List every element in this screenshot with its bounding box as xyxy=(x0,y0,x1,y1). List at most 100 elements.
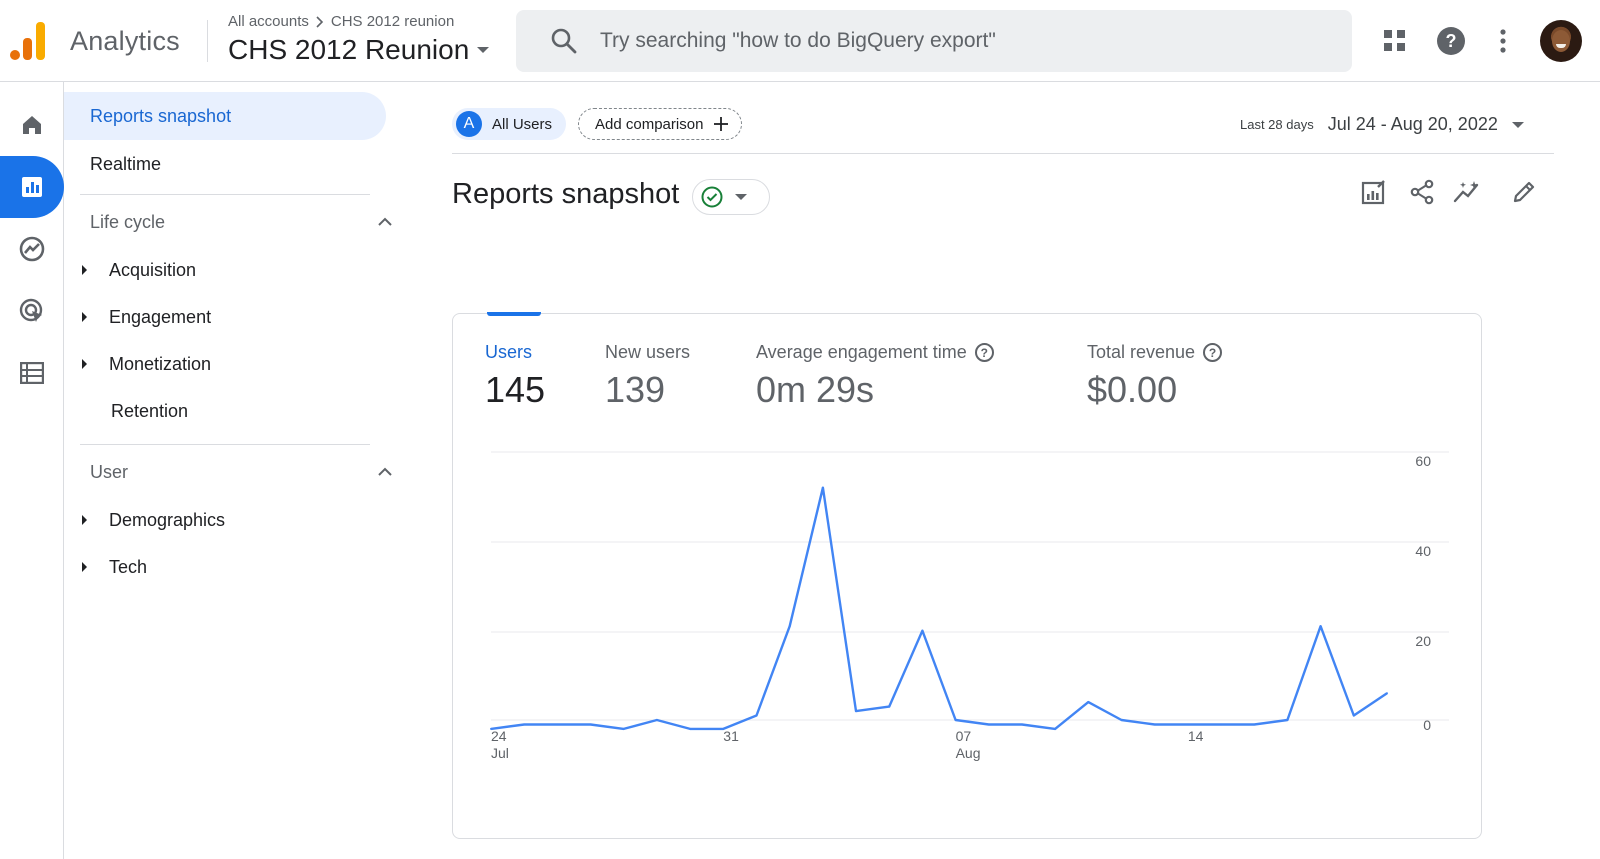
data-point xyxy=(788,625,791,628)
data-point xyxy=(589,723,592,726)
nav-item-retention[interactable]: Retention xyxy=(111,400,189,421)
report-status-dropdown[interactable] xyxy=(692,179,770,215)
add-comparison-label: Add comparison xyxy=(595,115,704,133)
home-icon[interactable] xyxy=(0,94,64,156)
section-title: User xyxy=(90,461,129,482)
data-point xyxy=(655,719,658,721)
data-point xyxy=(954,719,957,721)
metric-avg-engagement-time[interactable]: Average engagement time? 0m 29s xyxy=(756,342,994,411)
y-tick-label: 20 xyxy=(1415,633,1431,649)
data-point xyxy=(622,727,625,730)
help-circle-icon[interactable]: ? xyxy=(974,343,994,362)
nav-item-label: Acquisition xyxy=(109,259,197,280)
caret-down-icon xyxy=(1511,121,1524,128)
add-comparison-button[interactable]: Add comparison xyxy=(578,108,743,140)
data-point xyxy=(523,723,526,726)
edit-pencil-icon[interactable] xyxy=(1508,176,1540,208)
property-name: CHS 2012 Reunion xyxy=(228,34,470,65)
customize-report-icon[interactable] xyxy=(1358,176,1390,208)
explore-icon[interactable] xyxy=(0,218,64,280)
app-name: Analytics xyxy=(70,26,180,56)
breadcrumb-property[interactable]: CHS 2012 reunion xyxy=(330,13,455,30)
divider xyxy=(80,444,370,445)
nav-realtime[interactable]: Realtime xyxy=(90,153,162,174)
data-point xyxy=(1054,727,1057,730)
active-tab-indicator xyxy=(487,312,541,316)
search-bar[interactable] xyxy=(516,10,1352,72)
y-tick-label: 60 xyxy=(1415,453,1431,469)
help-circle-icon[interactable]: ? xyxy=(1203,343,1223,362)
avatar[interactable] xyxy=(1540,20,1582,62)
search-input[interactable] xyxy=(600,29,1300,53)
y-tick-label: 0 xyxy=(1423,717,1431,733)
x-tick-sublabel: Jul xyxy=(491,745,509,761)
breadcrumb[interactable]: All accounts CHS 2012 reunion xyxy=(228,13,454,30)
analytics-logo-icon[interactable] xyxy=(10,22,46,60)
expand-arrow-icon xyxy=(82,359,87,369)
reports-icon[interactable] xyxy=(0,156,64,218)
metric-value: 139 xyxy=(605,369,666,410)
data-point xyxy=(1253,723,1256,726)
segment-chip[interactable]: A All Users xyxy=(452,108,567,140)
data-point xyxy=(1087,701,1090,704)
nav-item-demographics[interactable]: Demographics xyxy=(82,508,225,532)
date-range-picker[interactable]: Last 28 days Jul 24 - Aug 20, 2022 xyxy=(1240,114,1524,135)
data-point xyxy=(1186,723,1189,726)
reports-nav: Reports snapshot Realtime Life cycle Acq… xyxy=(64,82,394,859)
x-tick-label: 07 xyxy=(956,728,972,744)
nav-item-label: Monetization xyxy=(109,353,212,374)
metric-value: 0m 29s xyxy=(756,369,875,410)
overview-card: Users 145 New users 139 Average engageme… xyxy=(452,312,1482,839)
metric-total-revenue[interactable]: Total revenue? $0.00 xyxy=(1087,342,1223,411)
segment-letter-badge: A xyxy=(456,111,482,137)
nav-section-lifecycle[interactable]: Life cycle xyxy=(90,210,392,234)
data-point xyxy=(1120,719,1123,721)
left-rail xyxy=(0,82,64,859)
metric-label: New users xyxy=(605,342,691,362)
caret-down-icon xyxy=(735,194,747,200)
apps-grid-icon[interactable] xyxy=(1378,24,1412,58)
metric-label: Total revenue xyxy=(1087,342,1196,362)
breadcrumb-account[interactable]: All accounts xyxy=(228,13,309,30)
metric-value: $0.00 xyxy=(1087,369,1178,410)
help-icon[interactable]: ? xyxy=(1434,24,1468,58)
more-vert-icon[interactable] xyxy=(1486,24,1520,58)
data-point xyxy=(921,629,924,632)
nav-item-label: Demographics xyxy=(109,509,226,530)
nav-item-tech[interactable]: Tech xyxy=(82,555,147,579)
divider xyxy=(80,194,370,195)
chevron-up-icon xyxy=(378,467,392,476)
advertising-icon[interactable] xyxy=(0,280,64,342)
x-tick-label: 14 xyxy=(1188,728,1204,744)
nav-reports-snapshot[interactable]: Reports snapshot xyxy=(64,92,386,140)
insights-icon[interactable] xyxy=(1452,176,1484,208)
data-point xyxy=(987,723,990,726)
page-title: Reports snapshot xyxy=(452,178,680,210)
data-point xyxy=(1020,723,1023,726)
metric-users[interactable]: Users 145 xyxy=(485,342,545,411)
chevron-up-icon xyxy=(378,217,392,226)
check-circle-icon xyxy=(701,186,723,208)
divider xyxy=(207,20,208,62)
date-preset: Last 28 days xyxy=(1240,117,1314,132)
data-point xyxy=(1319,625,1322,628)
share-icon[interactable] xyxy=(1406,176,1438,208)
nav-section-user[interactable]: User xyxy=(90,460,392,484)
data-point xyxy=(855,710,858,713)
y-tick-label: 40 xyxy=(1415,543,1431,559)
search-icon xyxy=(551,28,577,54)
svg-text:?: ? xyxy=(1446,31,1457,51)
chevron-right-icon xyxy=(316,15,324,28)
nav-item-label: Engagement xyxy=(109,306,212,327)
data-point xyxy=(755,714,758,717)
nav-item-engagement[interactable]: Engagement xyxy=(82,305,211,329)
comparison-bar: A All Users Add comparison xyxy=(452,107,743,141)
metric-new-users[interactable]: New users 139 xyxy=(605,342,690,411)
data-point xyxy=(888,705,891,708)
plus-icon xyxy=(714,117,729,131)
configure-icon[interactable] xyxy=(0,342,64,404)
property-selector[interactable]: CHS 2012 Reunion xyxy=(228,34,490,66)
expand-arrow-icon xyxy=(82,265,87,275)
nav-item-monetization[interactable]: Monetization xyxy=(82,352,211,376)
nav-item-acquisition[interactable]: Acquisition xyxy=(82,258,196,282)
